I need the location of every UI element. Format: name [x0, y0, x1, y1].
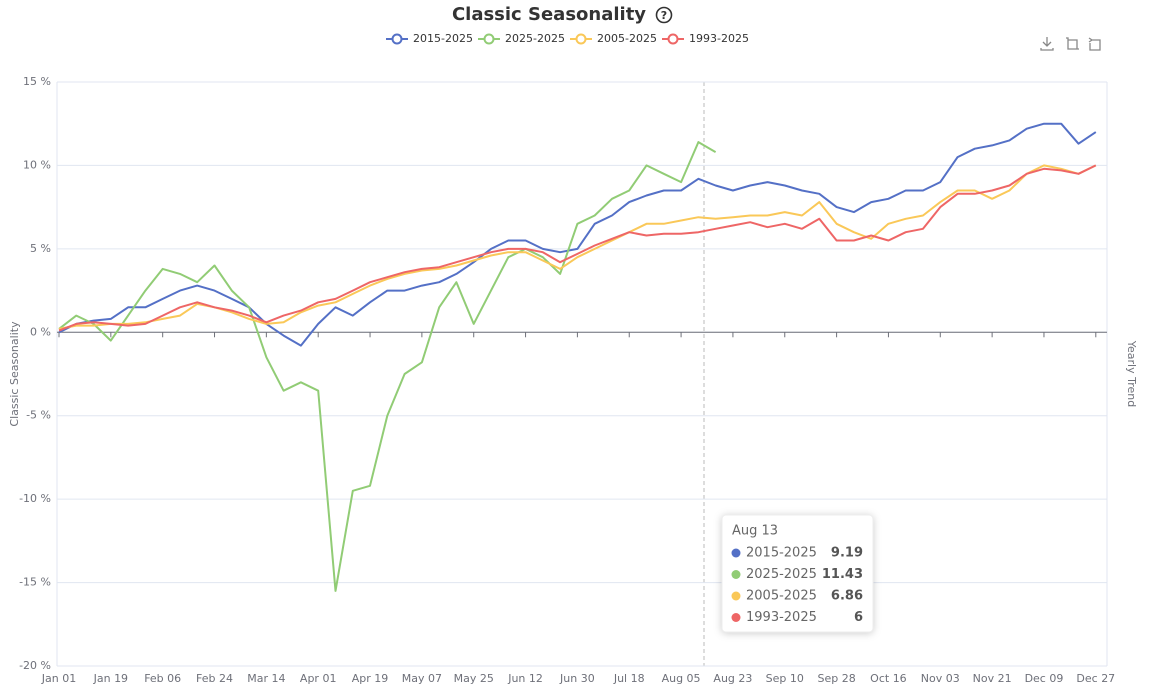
- tooltip-name: 2015-2025: [746, 546, 817, 561]
- x-tick-label: May 25: [454, 672, 494, 685]
- x-tick-label: Mar 14: [247, 672, 285, 685]
- download-icon[interactable]: [1040, 37, 1054, 51]
- help-icon[interactable]: ?: [655, 6, 673, 24]
- series-line: [58, 164, 1097, 332]
- x-tick-label: Nov 03: [921, 672, 960, 685]
- x-tick-label: Apr 19: [352, 672, 389, 685]
- tooltip-date: Aug 13: [732, 524, 778, 539]
- y-tick-label: -10 %: [19, 492, 51, 505]
- legend-text: 2015-2025: [413, 32, 473, 45]
- tooltip-value: 6.86: [831, 589, 863, 604]
- legend-item[interactable]: 2025-2025: [478, 32, 565, 45]
- series-line: [58, 122, 1097, 347]
- legend-item[interactable]: 2005-2025: [570, 32, 657, 45]
- y2-axis-label: Yearly Trend: [1125, 340, 1138, 407]
- x-tick-label: Dec 27: [1076, 672, 1115, 685]
- y-tick-label: -20 %: [19, 659, 51, 672]
- legend-item[interactable]: 2015-2025: [386, 32, 473, 45]
- y-axis-label: Classic Seasonality: [8, 321, 21, 427]
- x-tick-label: Dec 09: [1025, 672, 1064, 685]
- x-tick-label: Oct 16: [870, 672, 907, 685]
- x-tick-label: Jan 01: [41, 672, 76, 685]
- x-tick-label: Feb 24: [196, 672, 233, 685]
- x-tick-label: Jan 19: [93, 672, 128, 685]
- tooltip-box: [721, 514, 874, 633]
- legend-marker: [667, 33, 679, 45]
- y-tick-label: -5 %: [26, 409, 51, 422]
- x-tick-label: Aug 05: [662, 672, 701, 685]
- y-tick-label: 10 %: [23, 158, 51, 171]
- x-tick-label: Apr 01: [300, 672, 337, 685]
- tooltip-dot: [731, 591, 741, 601]
- y-tick-label: 0 %: [30, 325, 51, 338]
- x-tick-label: Aug 23: [713, 672, 752, 685]
- x-tick-label: Feb 06: [144, 672, 181, 685]
- tooltip-dot: [731, 570, 741, 579]
- y-tick-label: 5 %: [30, 242, 51, 255]
- legend-text: 2025-2025: [505, 32, 565, 45]
- svg-text:?: ?: [661, 9, 667, 22]
- x-tick-label: May 07: [402, 672, 442, 685]
- series-line: [58, 164, 1097, 330]
- tooltip: Aug 13 2015-2025 9.19 2025-2025 11.43 2005-20…: [721, 514, 874, 633]
- legend-item[interactable]: 1993-2025: [662, 32, 749, 45]
- x-tick-label: Sep 28: [817, 672, 855, 685]
- toolbox[interactable]: [1040, 37, 1101, 51]
- legend-marker: [575, 33, 587, 45]
- tooltip-value: 11.43: [822, 567, 863, 582]
- legend-marker: [483, 33, 495, 45]
- x-tick-label: Sep 10: [766, 672, 804, 685]
- zoom-icon[interactable]: [1066, 37, 1079, 50]
- y-tick-label: -15 %: [19, 576, 51, 589]
- tooltip-name: 2025-2025: [746, 567, 817, 582]
- reset-icon[interactable]: [1088, 37, 1101, 51]
- tooltip-dot: [731, 548, 741, 558]
- chart-title: Classic Seasonality: [452, 4, 646, 25]
- tooltip-value: 6: [854, 610, 863, 625]
- series-line: [58, 141, 717, 592]
- x-tick-label: Jun 12: [507, 672, 543, 685]
- legend-marker: [391, 33, 403, 45]
- x-tick-label: Jul 18: [613, 672, 645, 685]
- tooltip-name: 2005-2025: [746, 589, 817, 604]
- x-tick-label: Jun 30: [559, 672, 595, 685]
- legend-text: 2005-2025: [597, 32, 657, 45]
- legend-text: 1993-2025: [689, 32, 749, 45]
- tooltip-name: 1993-2025: [746, 610, 817, 625]
- tooltip-dot: [731, 613, 741, 622]
- x-tick-label: Nov 21: [973, 672, 1012, 685]
- y-tick-label: 15 %: [23, 75, 51, 88]
- tooltip-value: 9.19: [831, 546, 863, 561]
